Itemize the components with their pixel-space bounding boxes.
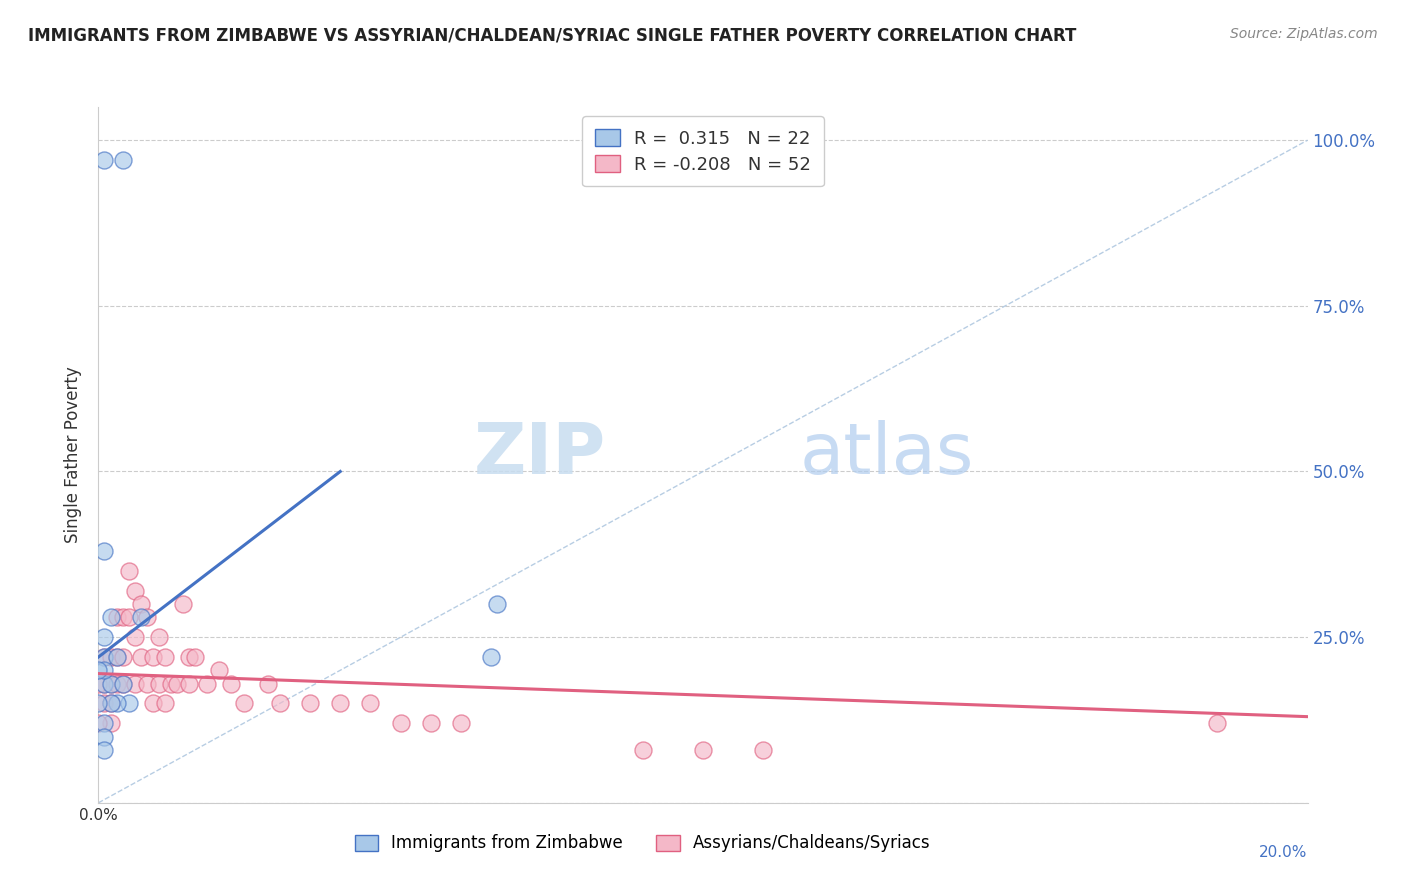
Point — [329, 697, 352, 711]
Point — [118, 610, 141, 624]
Point — [100, 650, 122, 665]
Point — [124, 583, 146, 598]
Point — [179, 676, 201, 690]
Point — [93, 716, 115, 731]
Point — [184, 650, 207, 665]
Point — [148, 676, 170, 690]
Point — [135, 610, 157, 624]
Point — [450, 716, 472, 731]
Point — [87, 676, 110, 690]
Point — [142, 650, 165, 665]
Point — [389, 716, 412, 731]
Point — [93, 153, 115, 167]
Point — [232, 697, 254, 711]
Point — [111, 676, 134, 690]
Point — [129, 650, 152, 665]
Point — [179, 650, 201, 665]
Point — [93, 650, 115, 665]
Point — [111, 153, 134, 167]
Text: 20.0%: 20.0% — [1260, 845, 1308, 860]
Point — [135, 676, 157, 690]
Point — [93, 676, 115, 690]
Point — [93, 650, 115, 665]
Point — [360, 697, 382, 711]
Point — [100, 697, 122, 711]
Point — [631, 743, 654, 757]
Point — [105, 650, 128, 665]
Point — [269, 697, 291, 711]
Point — [100, 716, 122, 731]
Point — [93, 544, 115, 558]
Point — [299, 697, 322, 711]
Point — [93, 743, 115, 757]
Point — [111, 650, 134, 665]
Point — [100, 676, 122, 690]
Point — [93, 697, 115, 711]
Text: IMMIGRANTS FROM ZIMBABWE VS ASSYRIAN/CHALDEAN/SYRIAC SINGLE FATHER POVERTY CORRE: IMMIGRANTS FROM ZIMBABWE VS ASSYRIAN/CHA… — [28, 27, 1077, 45]
Point — [100, 610, 122, 624]
Point — [105, 676, 128, 690]
Point — [87, 697, 110, 711]
Legend: Immigrants from Zimbabwe, Assyrians/Chaldeans/Syriacs: Immigrants from Zimbabwe, Assyrians/Chal… — [343, 822, 942, 864]
Point — [129, 597, 152, 611]
Point — [87, 663, 110, 677]
Point — [129, 610, 152, 624]
Point — [208, 663, 231, 677]
Point — [111, 676, 134, 690]
Point — [105, 650, 128, 665]
Point — [93, 663, 115, 677]
Point — [195, 676, 218, 690]
Point — [93, 676, 115, 690]
Point — [118, 697, 141, 711]
Point — [153, 697, 176, 711]
Point — [87, 716, 110, 731]
Point — [105, 610, 128, 624]
Point — [752, 743, 775, 757]
Point — [420, 716, 443, 731]
Point — [153, 650, 176, 665]
Point — [118, 564, 141, 578]
Point — [1206, 716, 1229, 731]
Point — [100, 697, 122, 711]
Point — [111, 610, 134, 624]
Text: Source: ZipAtlas.com: Source: ZipAtlas.com — [1230, 27, 1378, 41]
Point — [166, 676, 188, 690]
Y-axis label: Single Father Poverty: Single Father Poverty — [65, 367, 83, 543]
Point — [100, 676, 122, 690]
Point — [486, 597, 509, 611]
Text: atlas: atlas — [800, 420, 974, 490]
Point — [93, 630, 115, 644]
Point — [148, 630, 170, 644]
Point — [221, 676, 243, 690]
Point — [93, 730, 115, 744]
Point — [256, 676, 278, 690]
Text: ZIP: ZIP — [474, 420, 606, 490]
Point — [692, 743, 714, 757]
Point — [160, 676, 183, 690]
Point — [124, 676, 146, 690]
Point — [481, 650, 503, 665]
Point — [172, 597, 194, 611]
Point — [124, 630, 146, 644]
Point — [142, 697, 165, 711]
Point — [105, 697, 128, 711]
